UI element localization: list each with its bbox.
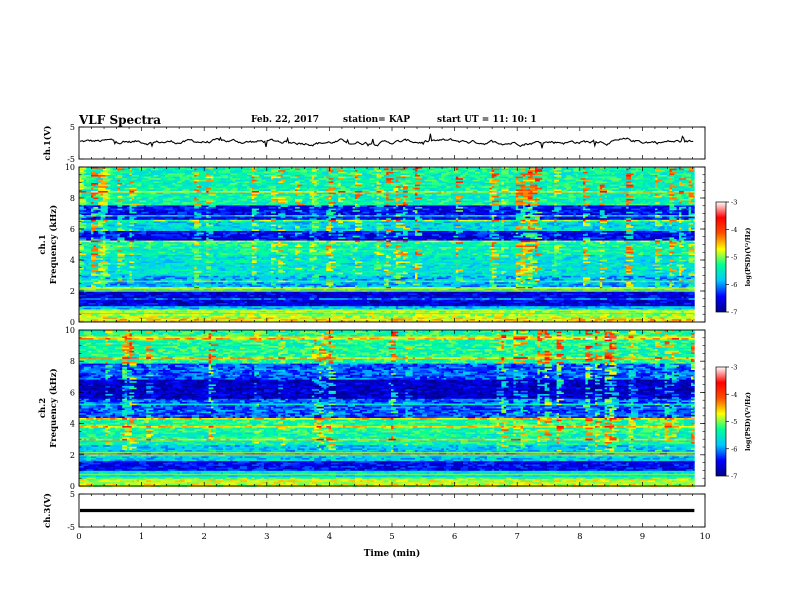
y-tick-label: 6	[70, 388, 75, 397]
x-tick-label: 0	[76, 532, 81, 542]
y-tick-label: 10	[65, 163, 75, 172]
colorbar-tick-label: -6	[731, 281, 737, 289]
ch2-spectrogram-channel-label: ch.2	[38, 398, 48, 418]
x-tick-label: 9	[640, 532, 645, 542]
colorbar-tick-label: -5	[731, 418, 737, 426]
ch3-axis-label: ch.3(V)	[42, 493, 53, 528]
x-axis-label: Time (min)	[364, 548, 421, 559]
x-tick-label: 7	[514, 532, 519, 542]
y-tick-label: 6	[70, 225, 75, 234]
colorbar-tick-label: -3	[731, 199, 737, 207]
y-tick-label: 2	[70, 451, 75, 460]
colorbar-tick-label: -3	[731, 364, 737, 372]
ch2-spectrogram-axis-label: Frequency (kHz)	[48, 368, 59, 447]
colorbar-tick-label: -7	[731, 309, 737, 317]
ch1-spectrogram-cells	[79, 167, 695, 323]
colorbar-ch1	[716, 202, 726, 312]
x-tick-label: 4	[327, 532, 332, 542]
colorbar-tick-label: -4	[731, 226, 737, 234]
x-tick-label: 10	[700, 532, 711, 542]
x-tick-label: 5	[389, 532, 394, 542]
y-tick-label: 2	[70, 287, 75, 296]
colorbar-tick-label: -6	[731, 445, 737, 453]
x-tick-label: 2	[201, 532, 206, 542]
ch1-spectrogram-channel-label: ch.1	[38, 234, 48, 254]
x-tick-label: 3	[264, 532, 269, 542]
y-tick-label: -5	[67, 523, 75, 532]
colorbar-label-ch2: log(PSD)(V²/Hz)	[744, 392, 752, 451]
y-tick-label: 4	[70, 420, 75, 429]
x-tick-label: 8	[577, 532, 582, 542]
colorbar-tick-label: -7	[731, 473, 737, 481]
y-tick-label: 10	[65, 326, 75, 335]
ch2-spectrogram-cells	[79, 330, 695, 487]
panel-frame-1	[79, 127, 705, 159]
colorbar-ch2	[716, 367, 726, 476]
y-tick-label: 5	[70, 123, 75, 132]
y-tick-label: 8	[70, 357, 75, 366]
x-tick-label: 6	[452, 532, 457, 542]
ch1-waveform-line	[80, 134, 693, 149]
y-tick-label: 4	[70, 256, 75, 265]
x-tick-label: 1	[139, 532, 144, 542]
colorbar-tick-label: -4	[731, 391, 737, 399]
y-tick-label: 5	[70, 490, 75, 499]
ch1-spectrogram-axis-label: Frequency (kHz)	[48, 205, 59, 284]
colorbar-tick-label: -5	[731, 254, 737, 262]
colorbar-label-ch1: log(PSD)(V²/Hz)	[744, 228, 752, 287]
ch1-axis-label: ch.1(V)	[42, 126, 53, 161]
y-tick-label: 8	[70, 194, 75, 203]
